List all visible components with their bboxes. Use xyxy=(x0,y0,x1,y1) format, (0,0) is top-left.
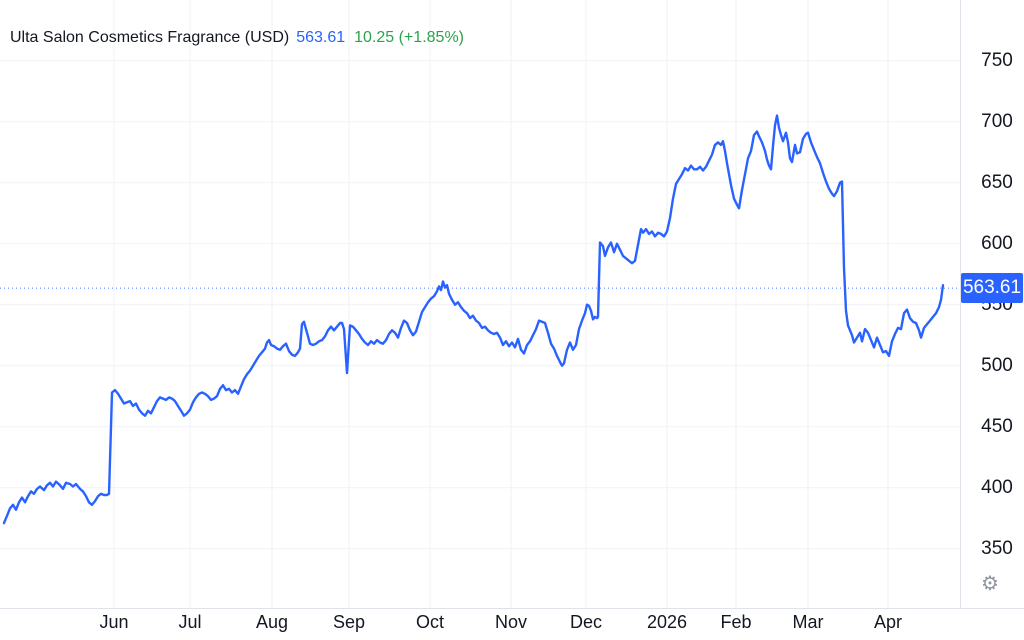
y-axis-label: 350 xyxy=(981,537,1013,559)
x-axis-label: Feb xyxy=(720,612,752,632)
y-axis-label: 650 xyxy=(981,171,1013,193)
chart-legend: Ulta Salon Cosmetics Fragrance (USD) 563.… xyxy=(10,29,464,47)
gear-icon[interactable]: ⚙ xyxy=(981,573,999,595)
x-axis-label: Jul xyxy=(178,612,202,632)
x-axis-label: Dec xyxy=(569,612,602,632)
x-axis-label: Aug xyxy=(255,612,289,632)
x-axis-label: Mar xyxy=(792,612,824,632)
y-axis-label: 500 xyxy=(981,354,1013,376)
y-axis-label: 600 xyxy=(981,232,1013,254)
price-axis-badge: 563.61 xyxy=(961,273,1023,303)
y-axis-label: 750 xyxy=(981,49,1013,71)
x-axis-label: Nov xyxy=(494,612,527,632)
price-line-series xyxy=(2,114,945,525)
y-axis-label: 450 xyxy=(981,415,1013,437)
y-axis-label: 400 xyxy=(981,476,1013,498)
symbol-title: Ulta Salon Cosmetics Fragrance (USD) xyxy=(10,29,290,46)
x-axis-label: Oct xyxy=(415,612,444,632)
x-axis-label: 2026 xyxy=(646,612,688,632)
x-axis-label: Apr xyxy=(873,612,902,632)
y-axis-label: 700 xyxy=(981,110,1013,132)
last-price-value: 563.61 xyxy=(296,29,346,46)
x-axis-label: Jun xyxy=(99,612,129,632)
price-change-value: 10.25 (+1.85%) xyxy=(354,29,464,46)
x-axis-label: Sep xyxy=(332,612,366,632)
